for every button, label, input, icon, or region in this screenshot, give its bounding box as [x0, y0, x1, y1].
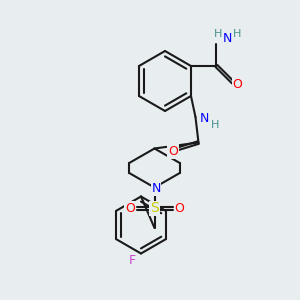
Text: F: F: [129, 254, 136, 267]
Text: H: H: [211, 119, 219, 130]
Text: O: O: [232, 77, 242, 91]
Text: N: N: [222, 32, 232, 46]
Text: H: H: [214, 29, 222, 40]
Text: N: N: [200, 112, 209, 125]
Text: O: O: [125, 202, 135, 215]
Text: N: N: [151, 182, 161, 196]
Text: S: S: [150, 202, 159, 215]
Text: H: H: [233, 29, 242, 40]
Text: O: O: [168, 145, 178, 158]
Text: O: O: [174, 202, 184, 215]
